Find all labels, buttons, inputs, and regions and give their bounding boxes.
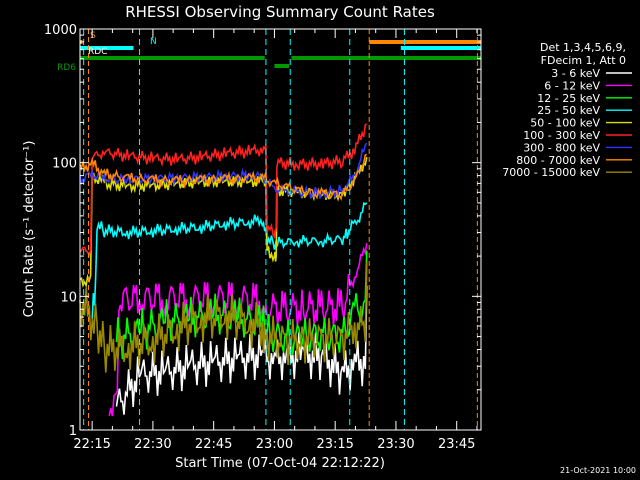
vertical-markers	[83, 29, 478, 430]
legend: Det 1,3,4,5,6,9,FDecim 1, Att 03 - 6 keV…	[502, 41, 632, 179]
series-line-100-300-kev	[79, 123, 368, 258]
x-tick-label: 23:15	[316, 437, 353, 452]
flag-label-n: N	[150, 37, 157, 47]
y-axis-label: Count Rate (s⁻¹ detector⁻¹)	[22, 141, 37, 318]
x-axis-label: Start Time (07-Oct-04 22:12:22)	[175, 456, 385, 471]
flag-label-s: S	[90, 31, 96, 41]
y-tick-label: 1000	[44, 23, 77, 38]
legend-label: 800 - 7000 keV	[516, 154, 600, 167]
y-tick-label: 100	[52, 157, 77, 172]
x-tick-label: 22:45	[195, 437, 232, 452]
x-tick-label: 22:15	[73, 437, 110, 452]
legend-label: 12 - 25 keV	[537, 92, 600, 105]
axes: 1 10 100 1000 22:15 22:30 22:45 23:00 23:15 23:30…	[44, 23, 481, 452]
x-tick-label: 23:45	[438, 437, 475, 452]
legend-header: FDecim 1, Att 0	[541, 54, 626, 67]
legend-label: 7000 - 15000 keV	[502, 166, 600, 179]
legend-label: 300 - 800 keV	[523, 141, 600, 154]
series-line-7000-15000-kev	[79, 262, 368, 373]
flag-label-rdc: RDC	[88, 47, 107, 57]
legend-label: 100 - 300 keV	[523, 129, 600, 142]
legend-header: Det 1,3,4,5,6,9,	[540, 41, 626, 54]
flag-bars: S N RDC RD6	[57, 31, 481, 73]
series-line-25-50-kev	[91, 201, 368, 320]
x-tick-label: 22:30	[134, 437, 171, 452]
y-tick-label: 1	[69, 424, 77, 439]
series-line-300-800-kev	[79, 142, 368, 199]
legend-label: 6 - 12 keV	[544, 79, 600, 92]
x-tick-label: 23:00	[256, 437, 293, 452]
x-tick-label: 23:30	[377, 437, 414, 452]
legend-label: 3 - 6 keV	[551, 67, 600, 80]
legend-label: 25 - 50 keV	[537, 104, 600, 117]
series-layer	[79, 123, 368, 417]
plot-frame	[79, 28, 482, 431]
plot-timestamp: 21-Oct-2021 10:00	[560, 466, 636, 475]
y-tick-label: 10	[60, 290, 77, 305]
flag-label-rd6: RD6	[57, 63, 76, 73]
chart-title: RHESSI Observing Summary Count Rates	[125, 3, 435, 21]
series-line-800-7000-kev	[79, 153, 368, 202]
legend-label: 50 - 100 keV	[530, 117, 600, 130]
